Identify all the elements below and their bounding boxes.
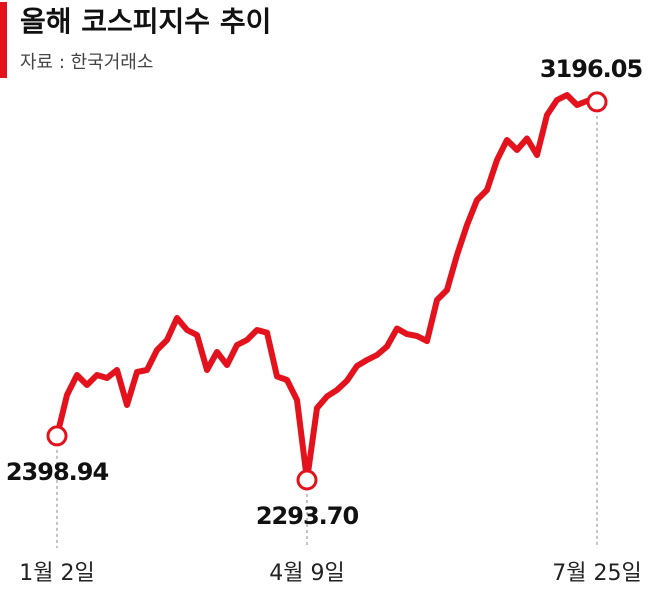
- value-label: 2398.94: [6, 458, 109, 486]
- x-tick-label: 1월 2일: [19, 561, 94, 586]
- point-marker: [586, 91, 608, 113]
- chart-title: 올해 코스피지수 추이: [20, 5, 271, 38]
- x-tick-label: 7월 25일: [552, 561, 641, 586]
- point-marker: [296, 469, 318, 491]
- data-line: [54, 92, 600, 483]
- accent-bar: [0, 2, 7, 78]
- chart-subtitle: 자료 : 한국거래소: [20, 52, 153, 73]
- value-label: 2293.70: [256, 502, 359, 530]
- x-tick-label: 4월 9일: [269, 561, 344, 586]
- point-marker: [46, 425, 68, 447]
- value-label: 3196.05: [540, 55, 643, 83]
